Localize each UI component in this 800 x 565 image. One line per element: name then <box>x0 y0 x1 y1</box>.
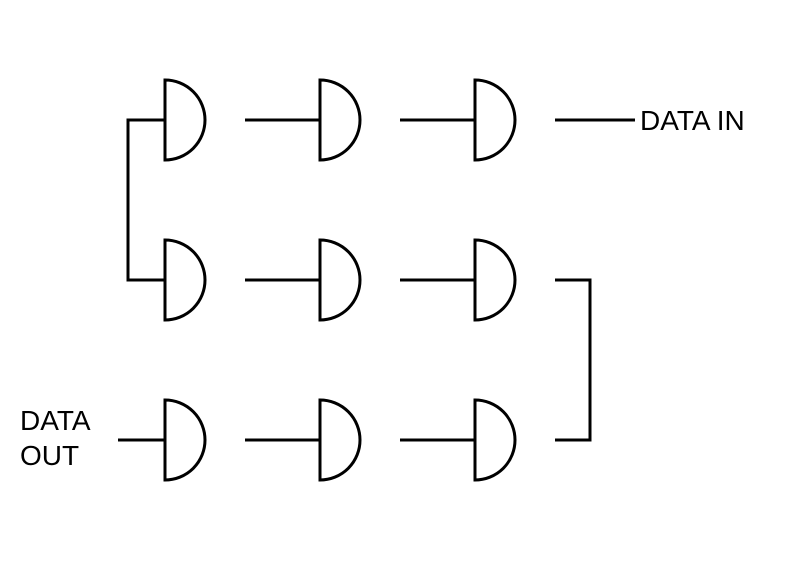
gate-g4 <box>165 240 205 320</box>
gate-g1 <box>165 80 205 160</box>
gate-g9 <box>475 400 515 480</box>
label-data-out-2: OUT <box>20 440 79 471</box>
gate-g5 <box>320 240 360 320</box>
label-data-out-1: DATA <box>20 405 91 436</box>
wire-g6-g9 <box>555 280 590 440</box>
gate-g6 <box>475 240 515 320</box>
gate-g8 <box>320 400 360 480</box>
gate-g2 <box>320 80 360 160</box>
gate-g3 <box>475 80 515 160</box>
wire-g1-g4 <box>128 120 165 280</box>
delay-line-diagram: DATA IN DATA OUT <box>0 0 800 565</box>
label-data-in: DATA IN <box>640 105 745 136</box>
gate-g7 <box>165 400 205 480</box>
